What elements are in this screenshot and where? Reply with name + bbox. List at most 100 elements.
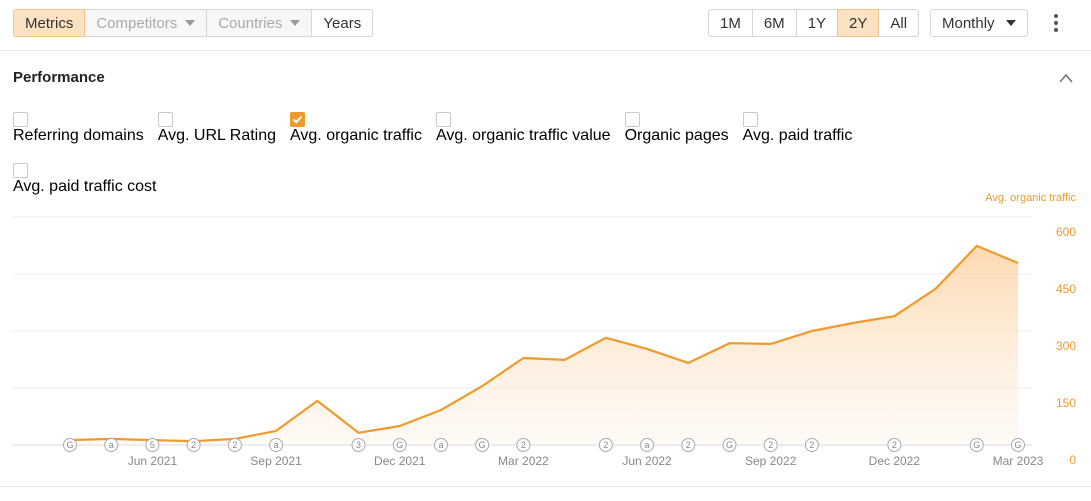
range-label: All xyxy=(890,14,908,32)
event-marker-label: a xyxy=(645,440,650,450)
tab-label: Metrics xyxy=(25,14,74,32)
event-marker-label: G xyxy=(396,440,403,450)
event-marker xyxy=(392,438,407,452)
event-marker xyxy=(722,438,737,452)
section-title: Performance xyxy=(13,69,105,86)
checkbox xyxy=(157,112,173,127)
line xyxy=(69,244,1019,443)
metric-checkbox[interactable]: Organic pages xyxy=(624,112,729,145)
event-marker xyxy=(227,438,242,452)
x-tick-label: Mar 2022 xyxy=(498,454,549,468)
checkbox xyxy=(13,163,28,178)
checkbox-label: Referring domains xyxy=(13,127,144,144)
y-tick-label: 450 xyxy=(1056,282,1076,296)
range-button[interactable]: 1Y xyxy=(795,9,839,37)
metric-checkbox[interactable]: Avg. organic traffic xyxy=(290,112,422,145)
event-marker-label: 2 xyxy=(686,440,691,450)
metric-checkbox[interactable]: Avg. paid traffic cost xyxy=(13,163,156,196)
event-marker-label: a xyxy=(109,440,114,450)
checkbox-label: Avg. organic traffic value xyxy=(435,127,611,144)
range-button[interactable]: 6M xyxy=(751,9,797,37)
event-marker xyxy=(475,438,490,452)
event-marker-label: 5 xyxy=(150,440,155,450)
checkbox-label: Avg. paid traffic cost xyxy=(13,178,157,195)
metric-checkbox[interactable]: Avg. organic traffic value xyxy=(435,112,611,145)
event-marker xyxy=(104,438,119,452)
checkbox xyxy=(624,112,640,127)
event-marker xyxy=(681,438,696,452)
y-axis-label: Avg. organic traffic xyxy=(985,192,1076,204)
event-marker xyxy=(804,438,819,452)
y-tick-label: 300 xyxy=(1056,339,1076,353)
event-marker xyxy=(351,438,366,452)
event-marker-label: a xyxy=(438,440,443,450)
event-marker-label: 2 xyxy=(892,440,897,450)
event-marker xyxy=(269,438,284,452)
checkmark xyxy=(292,115,303,124)
interval-dropdown[interactable]: Monthly xyxy=(930,9,1028,37)
metric-checkbox[interactable]: Referring domains xyxy=(13,112,144,145)
range-label: 2Y xyxy=(849,14,868,32)
event-marker xyxy=(1011,438,1025,452)
dropdown-caret xyxy=(290,20,301,26)
divider xyxy=(0,50,1091,51)
event-marker xyxy=(516,438,531,452)
event-marker-label: G xyxy=(66,440,73,450)
event-marker-label: 2 xyxy=(521,440,526,450)
x-tick-label: Sep 2021 xyxy=(250,454,302,468)
event-marker-label: a xyxy=(274,440,279,450)
dropdown-caret xyxy=(185,20,196,26)
tab: Competitors xyxy=(84,9,208,37)
range-label: 1Y xyxy=(807,14,827,32)
range-label: 6M xyxy=(763,14,785,32)
area-fill xyxy=(70,245,1018,445)
x-tick-label: Jun 2022 xyxy=(622,454,672,468)
event-marker-label: 3 xyxy=(356,440,361,450)
event-marker-label: 2 xyxy=(191,440,196,450)
tab-label: Countries xyxy=(218,14,283,32)
event-marker-label: G xyxy=(726,440,733,450)
collapse-button[interactable] xyxy=(1058,72,1074,84)
x-tick-label: Dec 2022 xyxy=(869,454,921,468)
range-label: 1M xyxy=(720,14,741,32)
interval-label: Monthly xyxy=(942,14,995,32)
event-marker xyxy=(145,438,160,452)
event-marker xyxy=(887,438,902,452)
tab-group: Metrics Competitors Countries Years xyxy=(13,9,374,37)
checkbox xyxy=(13,112,28,127)
dropdown-caret xyxy=(1006,20,1016,26)
more-menu[interactable] xyxy=(1048,11,1064,35)
y-tick-label: 150 xyxy=(1056,396,1076,410)
range-group: 1M 6M 1Y 2Y All xyxy=(708,9,920,37)
event-marker xyxy=(969,438,984,452)
event-marker xyxy=(763,438,778,452)
checkbox-label: Organic pages xyxy=(624,127,729,144)
event-marker xyxy=(433,438,448,452)
checkbox xyxy=(742,112,758,127)
y-tick-label: 600 xyxy=(1056,225,1076,239)
x-tick-label: Mar 2023 xyxy=(993,454,1044,468)
y-tick-label: 0 xyxy=(1069,453,1076,467)
checkbox xyxy=(290,112,306,127)
chart: Avg. organic traffic 0 150 300 450 600 Jun 20… xyxy=(12,192,1076,468)
range-button[interactable]: All xyxy=(878,9,920,37)
x-tick-label: Sep 2022 xyxy=(745,454,797,468)
metric-checkbox[interactable]: Avg. paid traffic xyxy=(742,112,853,145)
checkbox xyxy=(435,112,451,127)
x-tick-label: Jun 2021 xyxy=(128,454,178,468)
event-marker-label: G xyxy=(973,440,980,450)
checkbox-label: Avg. paid traffic xyxy=(742,127,853,144)
tab: Countries xyxy=(206,9,313,37)
event-marker-label: 2 xyxy=(809,440,814,450)
divider xyxy=(0,486,1091,487)
range-button[interactable]: 2Y xyxy=(837,9,880,37)
x-tick-label: Dec 2021 xyxy=(374,454,426,468)
metric-checkbox[interactable]: Avg. URL Rating xyxy=(157,112,276,145)
tab[interactable]: Years xyxy=(311,9,374,37)
range-button[interactable]: 1M xyxy=(708,9,753,37)
checkbox-label: Avg. organic traffic xyxy=(290,127,422,144)
event-marker-label: 2 xyxy=(768,440,773,450)
tab[interactable]: Metrics xyxy=(13,9,86,37)
tab-label: Competitors xyxy=(96,14,178,32)
